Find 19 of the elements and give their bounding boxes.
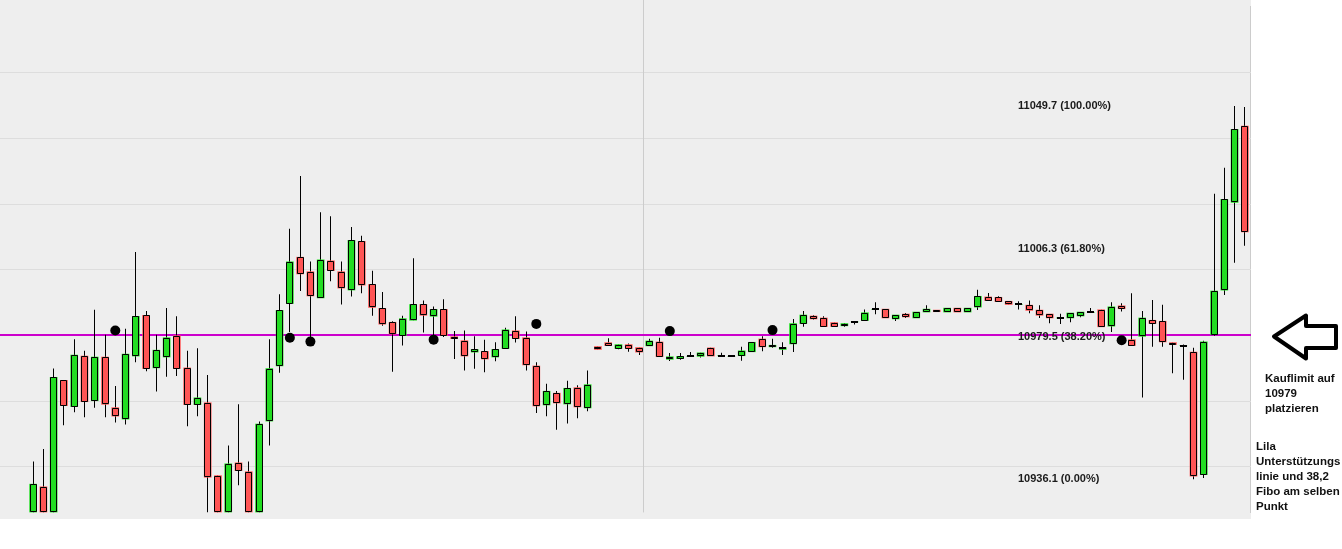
y-tick-label: 11049.7 [1018,99,1058,112]
point [1116,335,1127,346]
candlestick [1148,299,1157,347]
point [110,325,121,336]
point [664,326,675,337]
candlestick [1169,342,1177,374]
annotation: (100.00%) [1060,99,1112,112]
candlestick [470,336,479,369]
point [428,334,439,345]
y-tick-label: 11006.3 [1018,241,1058,254]
point [305,336,316,347]
annotation: (0.00%) [1060,472,1100,485]
point [767,325,778,336]
text: Lila Unterstützungslinie und 38,2 Fibo am selben Punkt [1256,439,1342,514]
y-tick-label: 10936.1 [1018,472,1058,485]
annotation: (61.80%) [1060,241,1106,254]
text: Kauflimit auf 10979 platzieren [1265,371,1336,416]
point [531,318,542,329]
point [284,332,295,343]
